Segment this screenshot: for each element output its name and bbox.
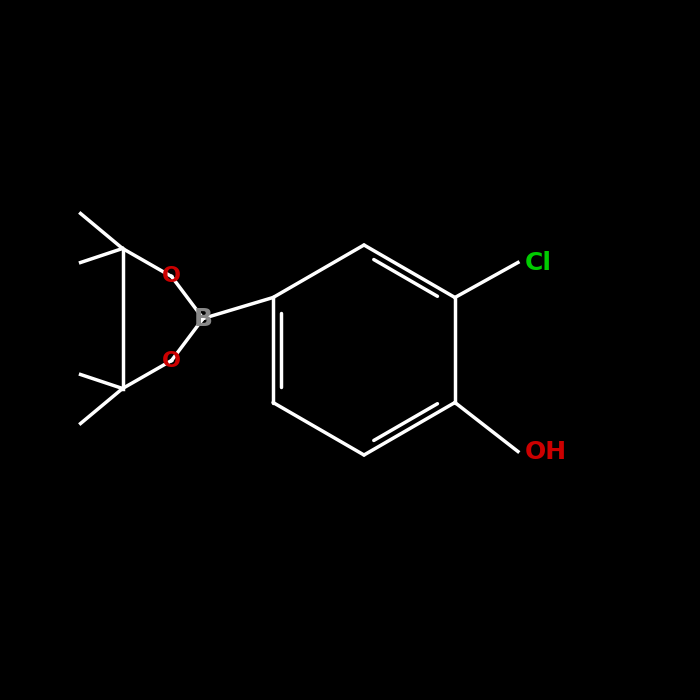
Text: B: B: [194, 307, 213, 330]
Text: Cl: Cl: [525, 251, 552, 274]
Text: O: O: [162, 267, 181, 286]
Text: OH: OH: [525, 440, 567, 463]
Text: O: O: [162, 351, 181, 370]
